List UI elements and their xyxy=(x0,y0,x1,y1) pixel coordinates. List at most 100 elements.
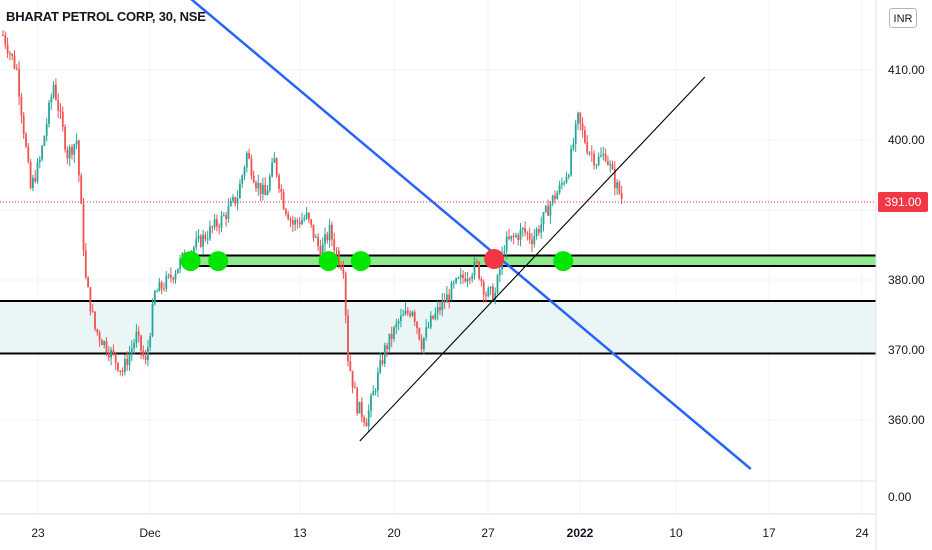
candle-body xyxy=(121,370,124,372)
candle-body xyxy=(503,251,506,254)
candle-body xyxy=(275,158,278,176)
green-band-fill xyxy=(190,255,876,266)
candle-body xyxy=(524,228,526,233)
candle-body xyxy=(466,278,469,282)
candle-body xyxy=(434,312,437,319)
candle-body xyxy=(441,300,444,311)
candle-body xyxy=(239,183,241,199)
candle-body xyxy=(515,235,517,237)
candle-body xyxy=(149,335,152,348)
candle-body xyxy=(211,226,214,228)
candle-body xyxy=(262,184,264,195)
candle-body xyxy=(521,228,524,230)
candle-body xyxy=(264,184,267,195)
candle-body xyxy=(110,349,112,358)
candle-body xyxy=(29,161,32,189)
candle-body xyxy=(344,273,347,316)
candle-body xyxy=(459,274,462,278)
candle-body xyxy=(572,143,575,149)
candle-body xyxy=(174,273,177,280)
candle-body xyxy=(381,360,384,364)
candle-body xyxy=(89,287,92,311)
candle-body xyxy=(618,182,621,194)
candle-body xyxy=(289,219,292,221)
candle-body xyxy=(326,234,329,241)
candle-body xyxy=(319,246,322,260)
candle-body xyxy=(335,250,338,252)
candle-body xyxy=(245,152,248,168)
candle-body xyxy=(464,278,467,282)
y-tick-380: 380.00 xyxy=(888,273,925,287)
candle-body xyxy=(271,162,273,177)
candle-body xyxy=(73,144,76,155)
candle-body xyxy=(496,275,499,293)
candle-body xyxy=(328,224,331,241)
candle-body xyxy=(278,175,280,189)
candle-body xyxy=(144,356,147,361)
candle-body xyxy=(98,332,101,341)
candle-body xyxy=(179,258,181,269)
candle-body xyxy=(78,140,80,176)
candle-body xyxy=(418,327,421,340)
candle-body xyxy=(147,347,149,361)
candle-body xyxy=(216,219,218,227)
candle-body xyxy=(611,164,614,170)
candle-body xyxy=(13,55,16,69)
candle-body xyxy=(356,388,359,414)
candle-body xyxy=(170,274,172,278)
candle-body xyxy=(18,69,20,97)
currency-button[interactable]: INR xyxy=(889,8,917,28)
y-tick-370: 370.00 xyxy=(888,343,925,357)
candle-body xyxy=(505,236,508,252)
candle-body xyxy=(6,44,9,54)
trendline-black xyxy=(359,76,706,442)
candle-body xyxy=(360,401,363,418)
candle-body xyxy=(94,311,96,330)
y-tick-400: 400.00 xyxy=(888,133,925,147)
candle-body xyxy=(9,53,11,55)
candle-body xyxy=(25,134,27,147)
candle-body xyxy=(331,224,333,240)
x-tick-23: 23 xyxy=(31,526,45,540)
candle-body xyxy=(163,288,165,290)
candle-body xyxy=(206,238,209,240)
candle-body xyxy=(243,167,246,176)
candle-body xyxy=(273,158,276,163)
green-marker xyxy=(208,251,229,272)
red-marker xyxy=(484,249,505,269)
candle-body xyxy=(531,239,533,245)
candle-body xyxy=(301,219,303,225)
candle-body xyxy=(133,343,135,349)
candle-body xyxy=(59,110,62,112)
candle-body xyxy=(308,212,310,220)
symbol-title: BHARAT PETROL CORP, 30, NSE xyxy=(6,9,206,24)
green-marker xyxy=(350,251,371,272)
candle-body xyxy=(609,164,612,166)
candle-body xyxy=(480,278,483,282)
candle-body xyxy=(20,96,23,116)
candle-body xyxy=(84,250,87,278)
candle-body xyxy=(50,96,53,103)
y-tick-0: 0.00 xyxy=(888,490,912,504)
candle-body xyxy=(448,294,451,301)
candle-body xyxy=(586,142,589,154)
candles xyxy=(2,30,623,433)
candle-body xyxy=(487,288,490,297)
candle-body xyxy=(195,239,198,248)
candle-body xyxy=(36,162,39,182)
candle-body xyxy=(340,265,342,269)
candle-body xyxy=(393,327,395,339)
candle-body xyxy=(87,277,89,288)
candle-body xyxy=(485,294,487,297)
candle-body xyxy=(248,152,250,159)
candle-body xyxy=(452,282,455,284)
candle-body xyxy=(528,233,531,240)
candle-body xyxy=(538,229,540,233)
candle-body xyxy=(43,136,46,146)
candle-body xyxy=(563,182,566,184)
x-tick-20: 20 xyxy=(387,526,401,540)
candle-body xyxy=(347,315,349,362)
candle-body xyxy=(107,352,110,358)
candle-body xyxy=(298,222,301,225)
